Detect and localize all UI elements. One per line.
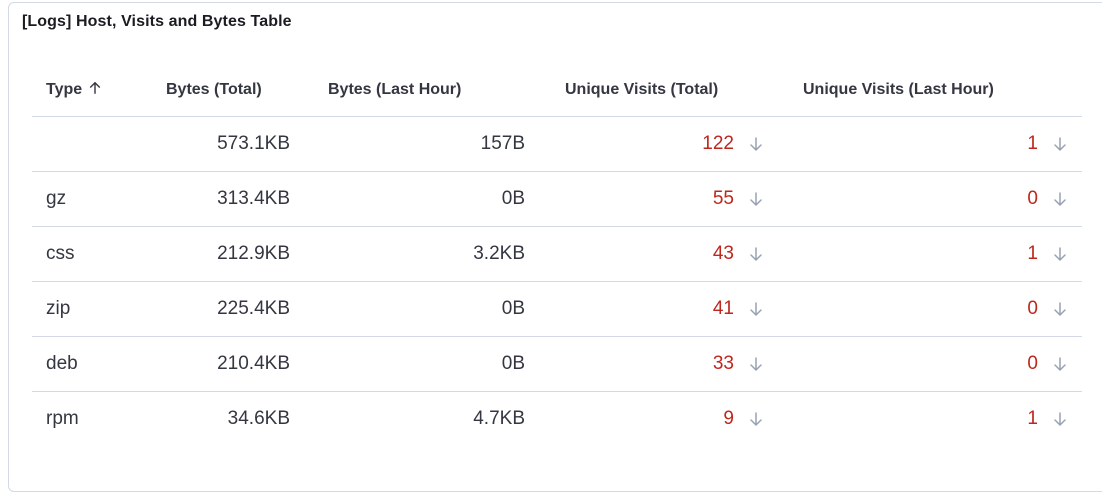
cell-bytes-last-hour: 0B xyxy=(292,281,532,337)
visit-value: 33 xyxy=(712,353,734,374)
table-row: deb 210.4KB 0B 33 0 xyxy=(32,336,1082,392)
visit-value: 55 xyxy=(712,188,734,209)
cell-unique-visits-total: 122 xyxy=(532,116,772,172)
visit-cell: 0 xyxy=(772,298,1082,320)
cell-unique-visits-last-hour: 0 xyxy=(772,336,1082,392)
cell-bytes-last-hour: 0B xyxy=(292,336,532,392)
visit-value: 1 xyxy=(1027,133,1038,154)
column-header-bytes-last-hour[interactable]: Bytes (Last Hour) xyxy=(292,63,532,117)
visit-value: 0 xyxy=(1027,298,1038,319)
arrow-down-icon xyxy=(750,302,762,316)
visit-cell: 1 xyxy=(772,408,1082,430)
cell-bytes-total: 313.4KB xyxy=(142,171,292,227)
visit-value: 0 xyxy=(1027,353,1038,374)
table-row: 573.1KB 157B 122 1 xyxy=(32,116,1082,172)
arrow-down-icon xyxy=(750,357,762,371)
cell-type: gz xyxy=(32,171,142,227)
arrow-down-icon xyxy=(1054,247,1066,261)
cell-type: css xyxy=(32,226,142,282)
visit-value: 43 xyxy=(712,243,734,264)
arrow-down-icon xyxy=(1054,302,1066,316)
cell-unique-visits-last-hour: 1 xyxy=(772,226,1082,282)
cell-unique-visits-total: 55 xyxy=(532,171,772,227)
cell-bytes-total: 573.1KB xyxy=(142,116,292,172)
panel-title: [Logs] Host, Visits and Bytes Table xyxy=(22,13,292,30)
cell-bytes-last-hour: 3.2KB xyxy=(292,226,532,282)
visit-value: 41 xyxy=(712,298,734,319)
arrow-down-icon xyxy=(750,412,762,426)
cell-bytes-total: 212.9KB xyxy=(142,226,292,282)
arrow-down-icon xyxy=(750,247,762,261)
cell-unique-visits-total: 9 xyxy=(532,392,772,447)
arrow-down-icon xyxy=(1054,357,1066,371)
arrow-down-icon xyxy=(1054,137,1066,151)
cell-bytes-total: 210.4KB xyxy=(142,336,292,392)
visit-cell: 0 xyxy=(772,188,1082,210)
arrow-down-icon xyxy=(750,137,762,151)
arrow-up-icon xyxy=(90,81,101,94)
cell-unique-visits-total: 41 xyxy=(532,281,772,337)
cell-bytes-last-hour: 4.7KB xyxy=(473,408,525,429)
cell-type: rpm xyxy=(46,408,79,429)
column-header-unique-visits-total[interactable]: Unique Visits (Total) xyxy=(532,63,772,117)
column-header-unique-visits-last-hour[interactable]: Unique Visits (Last Hour) xyxy=(772,63,1082,117)
visit-cell: 33 xyxy=(532,353,772,375)
cell-unique-visits-last-hour: 0 xyxy=(772,281,1082,337)
cell-bytes-last-hour: 0B xyxy=(292,171,532,227)
cell-unique-visits-total: 43 xyxy=(532,226,772,282)
visit-cell: 0 xyxy=(772,353,1082,375)
table-row: zip 225.4KB 0B 41 0 xyxy=(32,281,1082,337)
data-table: Type Bytes (Total) Bytes (Last Hour) Uni… xyxy=(32,63,1082,446)
cell-bytes-last-hour: 157B xyxy=(292,116,532,172)
visit-value: 9 xyxy=(723,408,734,429)
visit-cell: 41 xyxy=(532,298,772,320)
visit-value: 1 xyxy=(1027,243,1038,264)
column-header-label: Type xyxy=(46,80,83,98)
arrow-down-icon xyxy=(1054,412,1066,426)
visit-value: 0 xyxy=(1027,188,1038,209)
cell-type xyxy=(32,116,142,172)
cell-bytes-total: 34.6KB xyxy=(227,408,290,429)
column-header-type[interactable]: Type xyxy=(32,63,142,117)
table-header-row: Type Bytes (Total) Bytes (Last Hour) Uni… xyxy=(32,63,1082,117)
arrow-down-icon xyxy=(1054,192,1066,206)
column-header-bytes-total[interactable]: Bytes (Total) xyxy=(142,63,292,117)
visit-cell: 1 xyxy=(772,243,1082,265)
visualization-panel: [Logs] Host, Visits and Bytes Table Type… xyxy=(8,2,1102,492)
table-row: gz 313.4KB 0B 55 0 xyxy=(32,171,1082,227)
arrow-down-icon xyxy=(750,192,762,206)
table-row: rpm 34.6KB 4.7KB 9 1 xyxy=(32,392,1082,447)
visit-cell: 9 xyxy=(532,408,772,430)
visit-value: 122 xyxy=(702,133,734,154)
visit-cell: 43 xyxy=(532,243,772,265)
cell-unique-visits-last-hour: 0 xyxy=(772,171,1082,227)
cell-unique-visits-last-hour: 1 xyxy=(772,392,1082,447)
table-row: css 212.9KB 3.2KB 43 1 xyxy=(32,226,1082,282)
cell-unique-visits-last-hour: 1 xyxy=(772,116,1082,172)
visit-value: 1 xyxy=(1027,408,1038,429)
cell-type: zip xyxy=(32,281,142,337)
cell-bytes-total: 225.4KB xyxy=(142,281,292,337)
visit-cell: 55 xyxy=(532,188,772,210)
cell-unique-visits-total: 33 xyxy=(532,336,772,392)
visit-cell: 1 xyxy=(772,133,1082,155)
cell-type: deb xyxy=(32,336,142,392)
visit-cell: 122 xyxy=(532,133,772,155)
